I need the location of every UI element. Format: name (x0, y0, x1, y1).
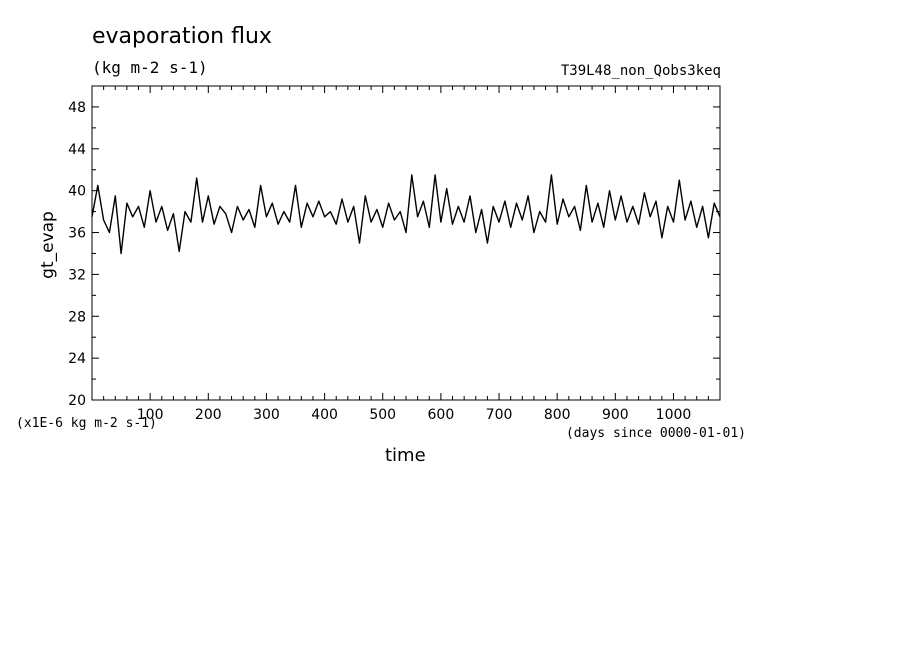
x-tick-label: 800 (544, 407, 571, 423)
y-tick-label: 24 (68, 351, 86, 367)
x-tick-label: 300 (253, 407, 280, 423)
series-line (91, 174, 721, 255)
x-tick-label: 900 (602, 407, 629, 423)
x-tick-label: 200 (195, 407, 222, 423)
run-label: T39L48_non_Qobs3keq (560, 63, 721, 79)
x-axis-label: time (385, 445, 426, 466)
chart-title: evaporation flux (92, 24, 272, 49)
y-tick-label: 20 (68, 393, 86, 409)
x-tick-label: 100 (137, 407, 164, 423)
chart-units: (kg m-2 s-1) (92, 58, 208, 77)
x-tick-label: 600 (428, 407, 455, 423)
y-tick-label: 28 (68, 309, 86, 325)
x-tick-label: 1000 (656, 407, 692, 423)
y-tick-label: 32 (68, 267, 86, 283)
x-tick-label: 400 (311, 407, 338, 423)
y-tick-label: 36 (68, 226, 86, 242)
x-tick-label: 500 (369, 407, 396, 423)
x-tick-label: 700 (486, 407, 513, 423)
y-tick-label: 48 (68, 100, 86, 116)
y-scale-label: (x1E-6 kg m-2 s-1) (16, 416, 157, 431)
plot-frame (91, 85, 721, 401)
y-tick-label: 44 (68, 142, 86, 158)
y-tick-label: 40 (68, 184, 86, 200)
x-units-label: (days since 0000-01-01) (565, 426, 746, 441)
